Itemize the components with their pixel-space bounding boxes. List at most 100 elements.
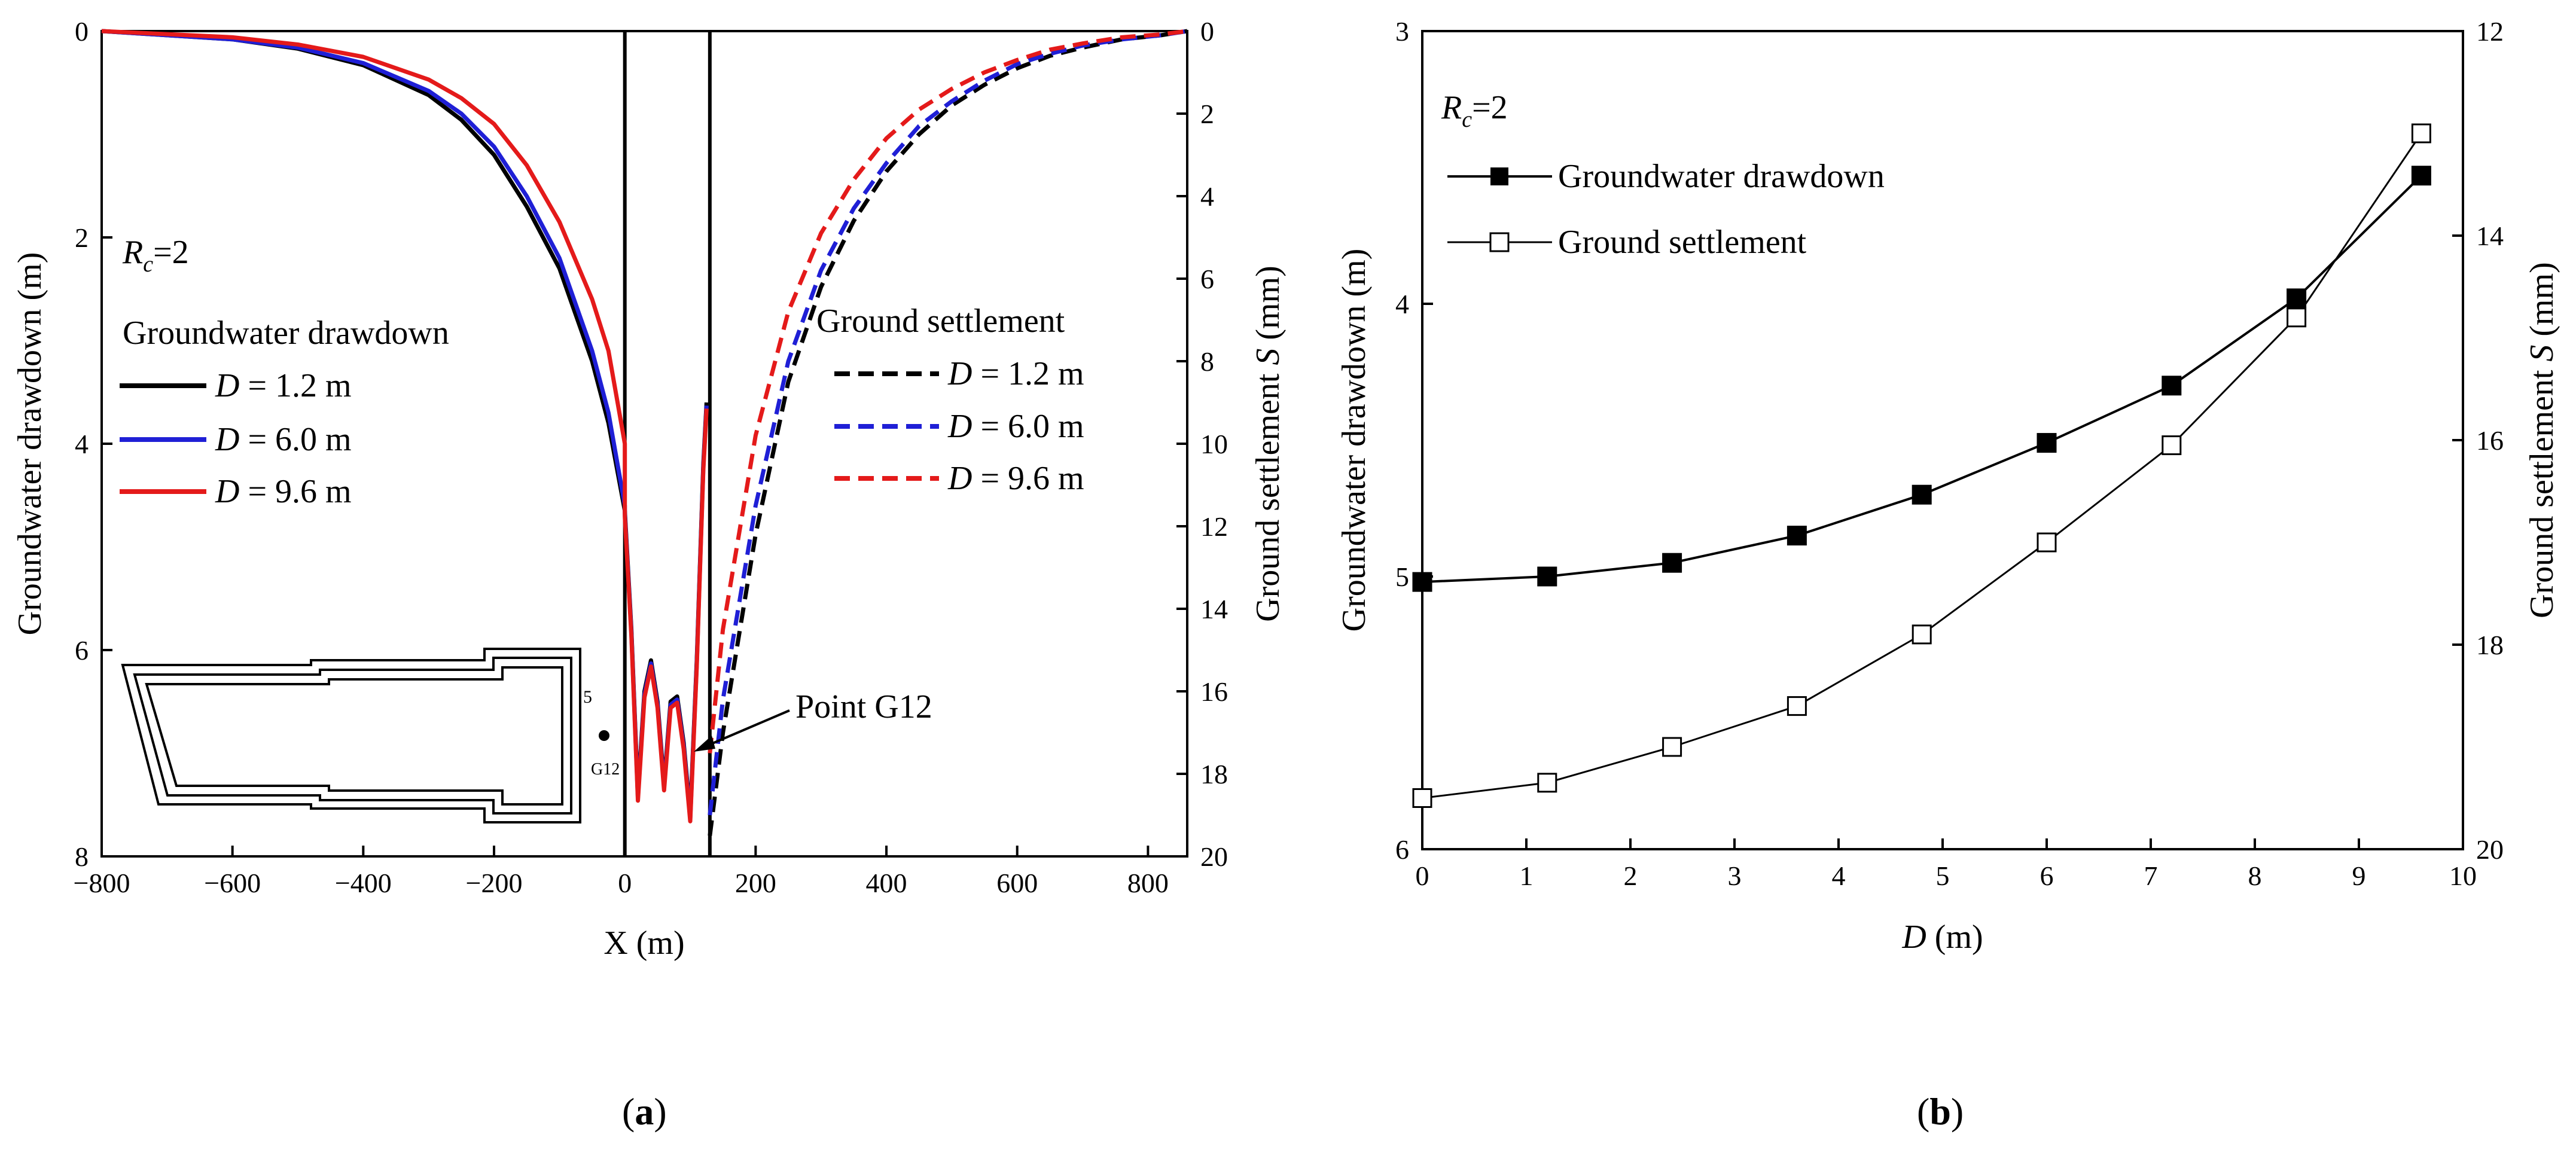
settlement-legend-title: Ground settlement [816,303,1065,340]
panel-b-legend: Groundwater drawdown Ground settlement [1447,158,1885,261]
y-tick-label: 6 [75,635,89,666]
legend-marker-settlement [1489,232,1510,252]
point-g12-annotation: Point G12 [795,688,932,725]
x-tick-label: 600 [996,868,1038,898]
y-tick-label: 6 [1395,834,1409,865]
legend-entry-s60: D = 6.0 m [947,408,1084,445]
x-tick-label: 9 [2352,861,2366,891]
panel-a-drawdown-legend: Groundwater drawdown D = 1.2 m D = 6.0 m… [120,315,449,510]
y2-tick-label: 16 [2476,425,2504,456]
x-tick-label: 8 [2248,861,2262,891]
y2-tick-label: 12 [2476,16,2504,47]
legend-entry-settlement: Ground settlement [1558,224,1807,261]
y-tick-label: 8 [75,841,89,872]
y2-tick-label: 16 [1200,676,1228,707]
settlement-line-0 [708,29,1188,836]
data-point-drawdown [2162,376,2182,396]
panel-a-y2-axis-label: Ground settlement S (mm) [1249,266,1287,622]
panel-a-rc-label: Rc=2 [122,234,189,277]
panel-a-label: (a) [622,1090,667,1133]
y2-tick-label: 2 [1200,99,1214,129]
legend-entry-d96: D = 9.6 m [215,473,352,510]
data-point-settlement [1662,737,1682,757]
panel-a-chart: −800 −600 −400 −200 0 200 400 600 800 0 2 4 6 8 0 2 4 6 8 1… [11,16,1287,1133]
x-tick-label: −200 [466,868,523,898]
x-tick-label: −400 [335,868,392,898]
data-point-settlement [2287,307,2307,328]
point-g12-arrowhead [694,736,715,752]
data-point-drawdown [2287,288,2307,309]
panel-b-plot-frame [1421,30,2464,850]
x-tick-label: 6 [2040,861,2054,891]
x-tick-label: 5 [1936,861,1950,891]
data-point-drawdown [1662,553,1682,573]
panel-b-y2-axis-label: Ground settlement S (mm) [2523,262,2560,618]
data-point-settlement [2162,435,2182,456]
data-point-drawdown [1537,566,1557,587]
g12-point-marker [599,730,609,741]
x-tick-label: 200 [735,868,776,898]
point-g12-arrow [702,709,790,749]
y2-tick-label: 20 [1200,841,1228,872]
panel-a-axes: −800 −600 −400 −200 0 200 400 600 800 0 2 4 6 8 0 2 4 6 8 1… [74,16,1228,898]
data-point-settlement [1912,624,1932,645]
x-tick-label: 1 [1520,861,1534,891]
y-tick-label: 2 [75,222,89,253]
x-tick-label: 7 [2144,861,2158,891]
x-tick-label: 0 [1416,861,1429,891]
drawdown-legend-title: Groundwater drawdown [123,315,449,352]
panel-b-y-axis-label: Groundwater drawdown (m) [1336,249,1373,632]
panel-b-rc-label: Rc=2 [1441,89,1508,132]
data-point-settlement [2037,532,2057,553]
y-tick-label: 4 [75,429,89,459]
y2-tick-label: 18 [2476,630,2504,660]
panel-b-x-axis-label: D (m) [1901,919,1983,956]
inset-label-g12: G12 [591,760,620,779]
legend-entry-d12: D = 1.2 m [215,367,352,404]
y2-tick-label: 18 [1200,759,1228,789]
legend-entry-s12: D = 1.2 m [947,355,1084,392]
y2-tick-label: 14 [1200,594,1228,624]
x-tick-label: −800 [74,868,130,898]
x-tick-label: 4 [1832,861,1846,891]
panel-a-y-axis-label: Groundwater drawdown (m) [11,252,48,636]
x-tick-label: −600 [204,868,261,898]
y-tick-label: 3 [1395,16,1409,47]
data-point-settlement [1787,696,1807,716]
legend-entry-d60: D = 6.0 m [215,421,352,458]
y2-tick-label: 12 [1200,511,1228,542]
data-point-settlement [2411,123,2431,144]
legend-marker-drawdown [1490,167,1508,185]
panel-b-label: (b) [1917,1090,1964,1133]
y2-tick-label: 6 [1200,264,1214,294]
y2-tick-label: 20 [2476,834,2504,865]
y2-tick-label: 0 [1200,16,1214,47]
x-tick-label: 400 [866,868,907,898]
legend-entry-s96: D = 9.6 m [947,460,1084,497]
y-tick-label: 5 [1395,562,1409,592]
data-point-settlement [1412,788,1432,808]
data-point-drawdown [2037,433,2057,453]
panel-a-series [101,29,1188,836]
data-point-drawdown [1787,526,1807,546]
x-tick-label: 3 [1728,861,1742,891]
x-tick-label: 10 [2449,861,2477,891]
data-point-drawdown [2411,166,2431,186]
data-point-drawdown [1412,572,1432,592]
x-tick-label: 0 [618,868,632,898]
y-tick-label: 0 [75,16,89,47]
panel-b-series [1412,123,2431,808]
x-tick-label: 800 [1127,868,1169,898]
data-point-drawdown [1912,484,1932,505]
data-point-settlement [1537,773,1557,793]
drawdown-line-1 [101,29,709,820]
y-tick-label: 4 [1395,289,1409,319]
site-plan-inset [121,648,581,823]
y2-tick-label: 8 [1200,346,1214,377]
y2-tick-label: 14 [2476,221,2504,251]
legend-entry-drawdown: Groundwater drawdown [1558,158,1885,195]
y2-tick-label: 4 [1200,181,1214,212]
drawdown-line-0 [101,29,709,817]
